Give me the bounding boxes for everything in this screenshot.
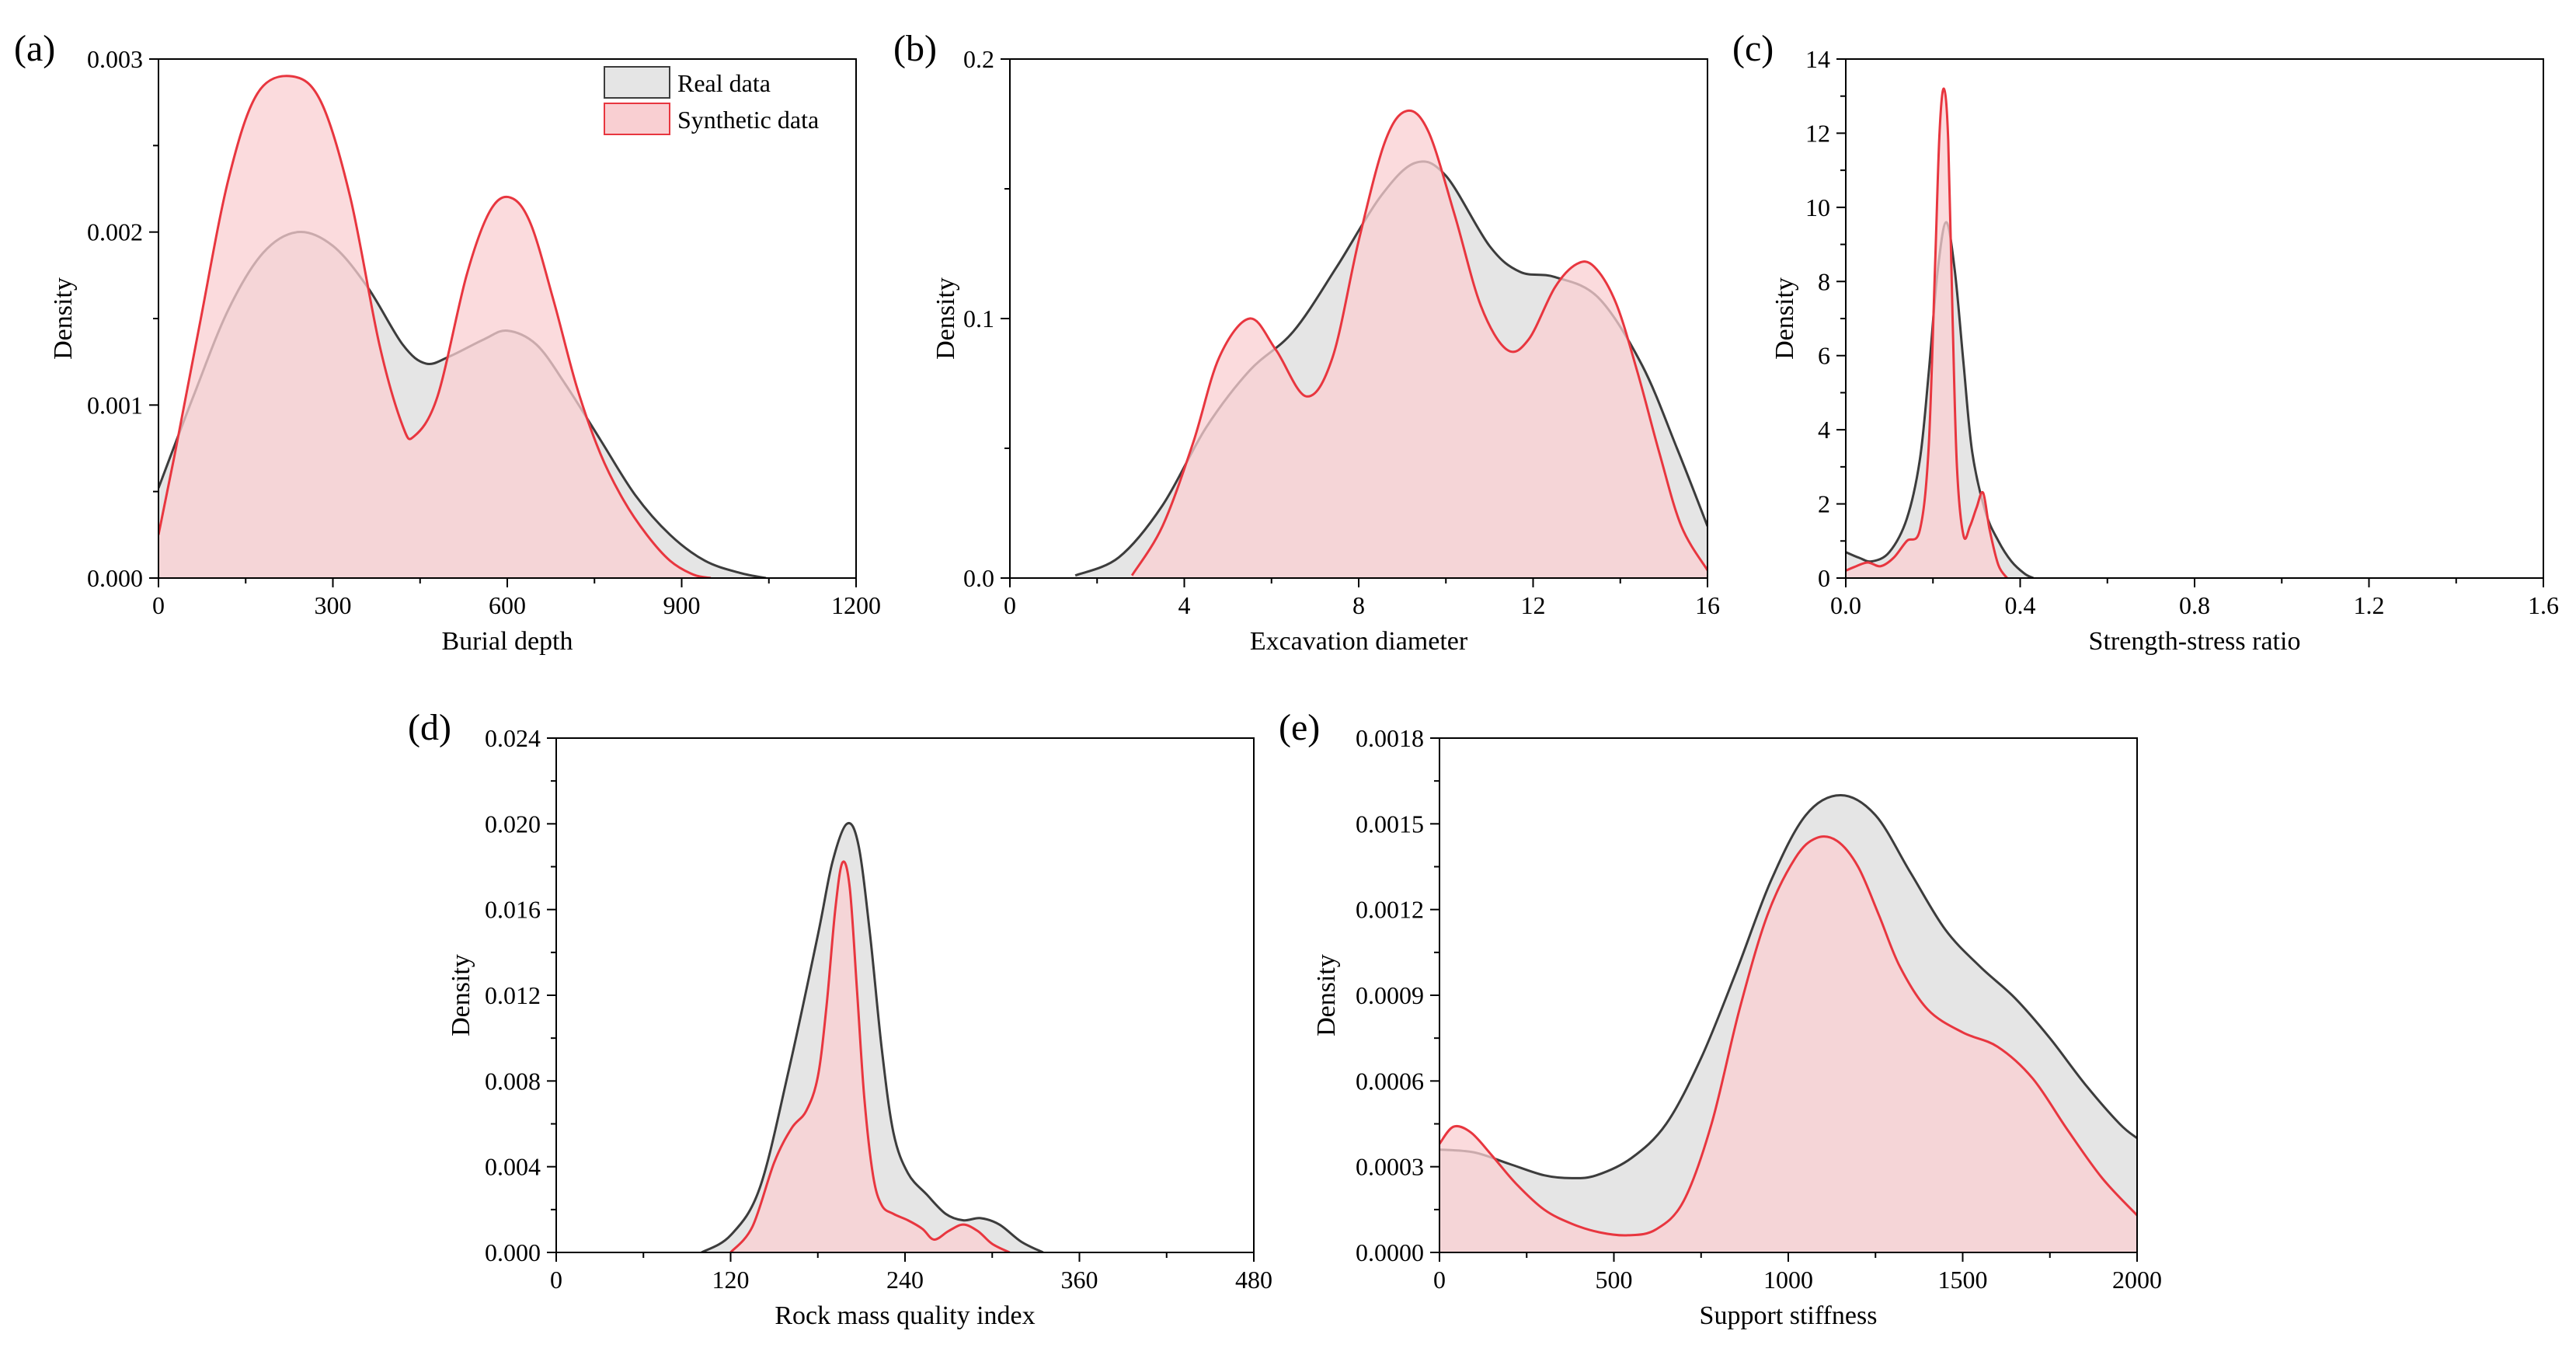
x-tick-label: 480 — [1235, 1266, 1272, 1294]
y-tick-label: 8 — [1818, 267, 1830, 295]
y-tick-label: 4 — [1818, 416, 1830, 444]
y-tick-label: 0.0 — [963, 564, 994, 592]
legend-swatch-real — [604, 66, 670, 99]
x-tick-label: 1500 — [1938, 1266, 1988, 1294]
x-tick-label: 0.0 — [1830, 591, 1861, 619]
y-tick-label: 0.1 — [963, 305, 994, 333]
y-axis-label: Density — [1770, 277, 1799, 360]
x-axis-label: Burial depth — [441, 627, 573, 656]
x-tick-label: 0.4 — [2005, 591, 2036, 619]
panel-label: (e) — [1279, 707, 1320, 748]
y-tick-label: 0 — [1818, 564, 1830, 592]
y-tick-label: 0.0003 — [1356, 1153, 1424, 1181]
y-tick-label: 0.024 — [485, 724, 541, 752]
x-tick-label: 360 — [1061, 1266, 1098, 1294]
synthetic-data-area — [1132, 110, 1707, 578]
y-tick-label: 12 — [1805, 119, 1830, 147]
x-tick-label: 500 — [1596, 1266, 1633, 1294]
real-data-line — [701, 821, 1044, 1252]
synthetic-data-area — [1846, 89, 2007, 578]
legend-swatch-synthetic — [604, 103, 670, 135]
synthetic-data-area — [1439, 836, 2137, 1252]
y-tick-label: 0.0018 — [1356, 724, 1424, 752]
x-tick-label: 1.6 — [2528, 591, 2559, 619]
x-tick-label: 0.8 — [2179, 591, 2210, 619]
y-axis-label: Density — [931, 277, 960, 360]
legend-label-real: Real data — [677, 69, 771, 97]
panel-c: (c) 0.0 0.4 0.8 1.2 1.6 0 2 4 6 8 10 12 14 Strength-… — [1732, 28, 2559, 656]
panel-e: (e) 0 500 1000 1500 2000 0.0000 0.0003 0.0006 0.… — [1279, 707, 2162, 1330]
y-tick-label: 0.002 — [87, 218, 143, 246]
x-axis-label: Rock mass quality index — [775, 1301, 1035, 1330]
synthetic-data-line — [1846, 87, 2008, 578]
y-tick-label: 0.2 — [963, 45, 994, 73]
synthetic-data-line — [1439, 835, 2137, 1237]
y-tick-label: 0.020 — [485, 810, 541, 838]
x-tick-label: 1200 — [831, 591, 881, 619]
y-tick-label: 14 — [1805, 45, 1830, 73]
y-tick-label: 0.0000 — [1356, 1238, 1424, 1266]
synthetic-data-area — [730, 861, 1010, 1252]
y-tick-label: 0.000 — [485, 1238, 541, 1266]
x-tick-label: 2000 — [2112, 1266, 2162, 1294]
x-tick-label: 0 — [550, 1266, 562, 1294]
synthetic-data-line — [729, 860, 1011, 1252]
legend: Real data Synthetic data — [604, 66, 819, 135]
x-tick-label: 600 — [489, 591, 526, 619]
y-axis-label: Density — [447, 954, 475, 1036]
panel-b: (b) 0 4 8 12 16 0.0 0.1 0.2 Excavation diameter… — [893, 28, 1720, 656]
legend-label-synthetic: Synthetic data — [677, 106, 819, 134]
panel-label: (d) — [408, 707, 451, 748]
panel-d: (d) 0 120 240 360 480 0.000 0.004 0.008 0.012 0.0… — [408, 707, 1272, 1330]
panel-label: (c) — [1732, 28, 1774, 69]
x-tick-label: 120 — [712, 1266, 750, 1294]
y-tick-label: 0.000 — [87, 564, 143, 592]
y-tick-label: 2 — [1818, 490, 1830, 518]
synthetic-data-area — [158, 75, 711, 578]
x-tick-label: 1000 — [1763, 1266, 1813, 1294]
x-tick-label: 16 — [1695, 591, 1720, 619]
y-tick-label: 10 — [1805, 193, 1830, 221]
synthetic-data-line — [158, 75, 712, 578]
y-tick-label: 0.004 — [485, 1153, 541, 1181]
panel-label: (b) — [893, 28, 937, 69]
x-tick-label: 12 — [1521, 591, 1546, 619]
y-tick-label: 0.0012 — [1356, 896, 1424, 924]
x-tick-label: 4 — [1178, 591, 1191, 619]
x-tick-label: 240 — [886, 1266, 924, 1294]
y-tick-label: 0.003 — [87, 45, 143, 73]
panel-label: (a) — [14, 28, 55, 69]
x-tick-label: 300 — [315, 591, 352, 619]
y-axis-label: Density — [1312, 954, 1341, 1036]
y-tick-label: 0.012 — [485, 981, 541, 1009]
y-tick-label: 0.0006 — [1356, 1067, 1424, 1095]
y-tick-label: 0.0009 — [1356, 981, 1424, 1009]
x-axis-label: Excavation diameter — [1250, 627, 1468, 656]
synthetic-data-line — [1130, 109, 1707, 576]
x-tick-label: 1.2 — [2354, 591, 2385, 619]
x-tick-label: 0 — [152, 591, 165, 619]
x-tick-label: 0 — [1004, 591, 1016, 619]
x-tick-label: 8 — [1352, 591, 1365, 619]
y-axis-label: Density — [49, 277, 78, 360]
x-tick-label: 0 — [1433, 1266, 1446, 1294]
y-tick-label: 0.0015 — [1356, 810, 1424, 838]
x-axis-label: Support stiffness — [1700, 1301, 1878, 1330]
y-tick-label: 0.001 — [87, 391, 143, 419]
y-tick-label: 6 — [1818, 342, 1830, 370]
y-tick-label: 0.016 — [485, 896, 541, 924]
panel-a: (a) 0 300 600 900 1200 0.000 0.001 0.002 0.003 B… — [14, 28, 881, 656]
y-tick-label: 0.008 — [485, 1067, 541, 1095]
real-data-line — [1439, 794, 2137, 1179]
x-tick-label: 900 — [663, 591, 701, 619]
x-axis-label: Strength-stress ratio — [2089, 627, 2301, 656]
